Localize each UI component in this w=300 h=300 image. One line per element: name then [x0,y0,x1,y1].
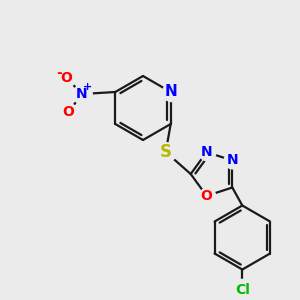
Text: -: - [56,66,62,80]
Text: +: + [83,82,92,92]
Text: N: N [76,87,87,101]
Text: S: S [160,143,172,161]
Text: N: N [226,154,238,167]
Text: O: O [201,189,212,203]
Text: N: N [164,85,177,100]
Text: N: N [201,145,212,159]
Text: Cl: Cl [235,283,250,296]
Text: O: O [60,71,72,85]
Text: O: O [62,105,74,119]
